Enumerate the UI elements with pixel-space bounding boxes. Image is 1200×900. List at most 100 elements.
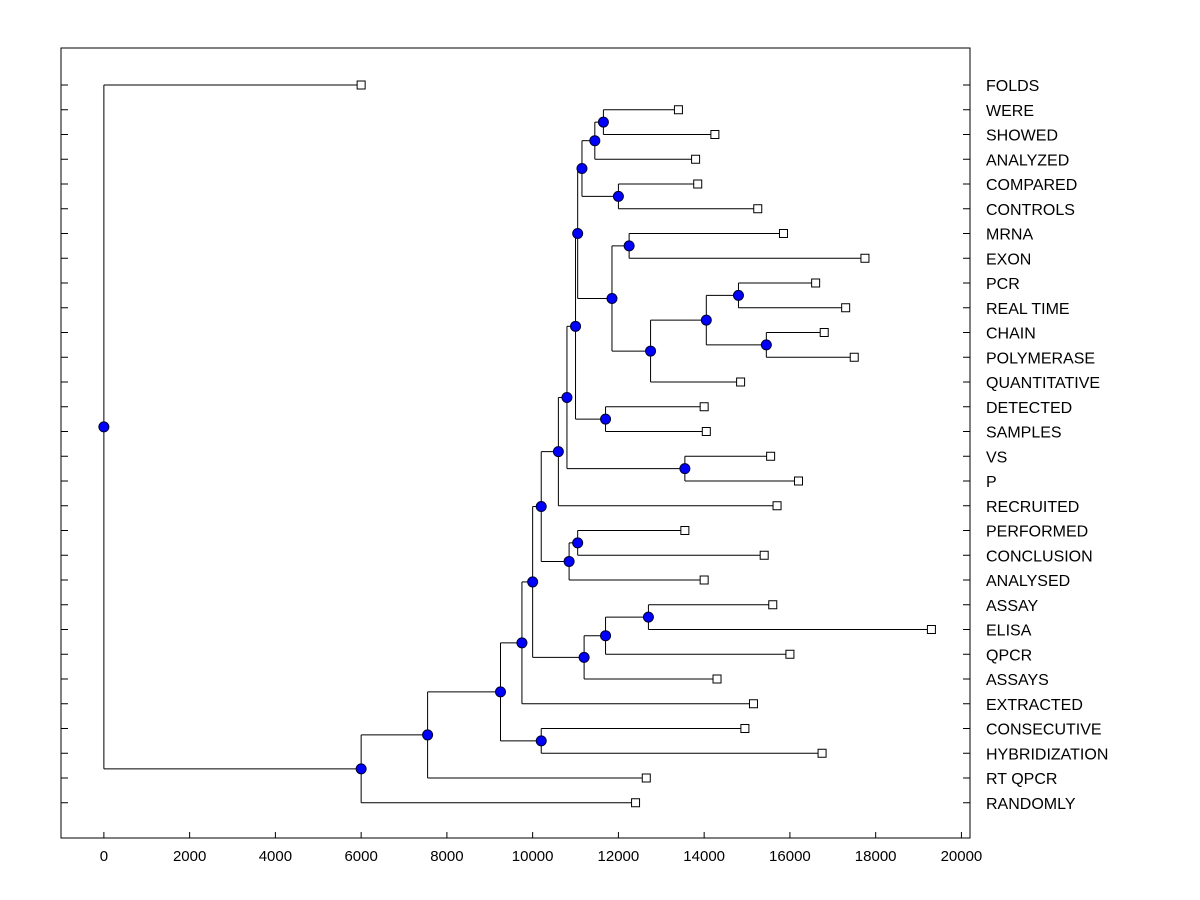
- leaf-marker-were: [673, 105, 683, 115]
- leaf-marker-randomly: [631, 798, 641, 808]
- leaf-marker-mrna: [778, 229, 788, 238]
- merge-node-n28: [355, 763, 367, 775]
- dendrogram-links: [103, 84, 932, 804]
- merge-node-n7: [760, 339, 772, 351]
- merge-node-n17: [572, 537, 584, 549]
- leaf-label-pcr: PCR: [986, 276, 1020, 293]
- merge-node-n5: [623, 240, 635, 252]
- plot-frame: [60, 47, 971, 839]
- leaf-marker-pcr: [811, 278, 821, 288]
- merge-node-n9: [645, 345, 657, 357]
- leaf-label-recruited: RECRUITED: [986, 499, 1079, 516]
- leaf-label-polymerase: POLYMERASE: [986, 350, 1095, 367]
- merge-node-n14: [679, 463, 691, 475]
- leaf-marker-performed: [680, 526, 690, 535]
- leaf-marker-hybridization: [817, 748, 827, 758]
- merge-node-n18: [563, 555, 575, 567]
- x-tick-label: 14000: [683, 848, 725, 865]
- x-tick-label: 16000: [769, 848, 811, 865]
- leaf-marker-showed: [710, 130, 720, 139]
- leaf-label-vs: VS: [986, 449, 1007, 466]
- merge-node-n2: [589, 135, 601, 147]
- leaf-label-consecutive: CONSECUTIVE: [986, 722, 1102, 739]
- leaf-label-compared: COMPARED: [986, 177, 1077, 194]
- leaf-label-controls: CONTROLS: [986, 202, 1075, 219]
- leaf-marker-analyzed: [691, 154, 701, 164]
- merge-node-n13: [570, 320, 582, 332]
- leaf-marker-real-time: [841, 303, 851, 313]
- leaf-label-qpcr: QPCR: [986, 647, 1032, 664]
- leaf-markers: [356, 80, 936, 808]
- leaf-marker-elisa: [926, 625, 936, 634]
- leaf-marker-detected: [699, 402, 709, 412]
- leaf-label-showed: SHOWED: [986, 128, 1058, 145]
- x-axis: 0 2000 4000 6000 8000 10000 12000 14000 16000 180…: [100, 832, 983, 865]
- leaf-marker-p: [793, 476, 803, 486]
- leaf-label-p: P: [986, 474, 997, 491]
- x-tick-label: 2000: [173, 848, 206, 865]
- x-tick-label: 0: [100, 848, 108, 865]
- right-tick-marks: [963, 84, 970, 804]
- leaf-marker-vs: [766, 451, 776, 461]
- merge-node-n16: [552, 446, 564, 458]
- leaf-marker-assays: [712, 674, 722, 684]
- leaf-marker-rt-qpcr: [641, 773, 651, 783]
- leaf-label-assays: ASSAYS: [986, 672, 1049, 689]
- leaf-label-hybridization: HYBRIDIZATION: [986, 746, 1108, 763]
- leaf-marker-quantitative: [736, 377, 746, 387]
- leaf-marker-assay: [768, 600, 778, 610]
- merge-node-n11: [572, 228, 584, 239]
- leaf-marker-analysed: [699, 575, 709, 585]
- merge-node-n22: [578, 651, 590, 663]
- merge-node-n8: [700, 314, 712, 326]
- leaf-marker-exon: [860, 253, 870, 263]
- merge-node-n1: [597, 116, 609, 128]
- leaf-label-elisa: ELISA: [986, 623, 1032, 640]
- merge-node-n3: [612, 190, 624, 202]
- leaf-marker-compared: [693, 179, 703, 189]
- leaf-marker-qpcr: [785, 649, 795, 659]
- leaf-marker-polymerase: [849, 352, 859, 362]
- merge-node-n10: [606, 292, 618, 304]
- merge-node-n19: [535, 501, 547, 513]
- x-tick-label: 10000: [512, 848, 554, 865]
- leaf-label-folds: FOLDS: [986, 78, 1039, 95]
- leaf-label-mrna: MRNA: [986, 227, 1033, 244]
- x-tick-label: 6000: [344, 848, 377, 865]
- leaf-label-samples: SAMPLES: [986, 425, 1062, 442]
- leaf-label-analyzed: ANALYZED: [986, 152, 1069, 169]
- merge-node-n23: [527, 576, 539, 588]
- leaf-marker-extracted: [748, 699, 758, 709]
- leaf-label-randomly: RANDOMLY: [986, 796, 1076, 813]
- x-tick-label: 12000: [598, 848, 640, 865]
- merge-node-n15: [561, 391, 573, 403]
- merge-node-n21: [600, 630, 612, 642]
- leaf-label-assay: ASSAY: [986, 598, 1039, 615]
- leaf-label-exon: EXON: [986, 251, 1031, 268]
- leaf-label-detected: DETECTED: [986, 400, 1072, 417]
- x-tick-label: 4000: [259, 848, 292, 865]
- leaf-label-quantitative: QUANTITATIVE: [986, 375, 1100, 392]
- leaf-label-chain: CHAIN: [986, 326, 1036, 343]
- leaf-marker-consecutive: [740, 724, 750, 733]
- merge-nodes: [98, 116, 772, 775]
- leaf-label-real-time: REAL TIME: [986, 301, 1070, 318]
- merge-node-n25: [535, 735, 547, 747]
- x-tick-label: 8000: [430, 848, 463, 865]
- leaf-labels: FOLDS WERE SHOWED ANALYZED COMPARED CONTROLS M…: [986, 78, 1108, 813]
- leaf-label-were: WERE: [986, 103, 1034, 120]
- merge-node-n4: [576, 163, 588, 175]
- leaf-marker-samples: [701, 427, 711, 436]
- x-tick-label: 20000: [941, 848, 983, 865]
- merge-node-n12: [600, 413, 612, 425]
- merge-node-n26: [494, 686, 506, 698]
- leaf-label-analysed: ANALYSED: [986, 573, 1070, 590]
- merge-node-n29: [98, 421, 110, 433]
- leaf-marker-chain: [819, 328, 829, 337]
- leaf-label-performed: PERFORMED: [986, 524, 1088, 541]
- leaf-marker-conclusion: [759, 550, 769, 560]
- leaf-label-conclusion: CONCLUSION: [986, 548, 1093, 565]
- leaf-marker-controls: [753, 204, 763, 214]
- leaf-label-rt-qpcr: RT QPCR: [986, 771, 1057, 788]
